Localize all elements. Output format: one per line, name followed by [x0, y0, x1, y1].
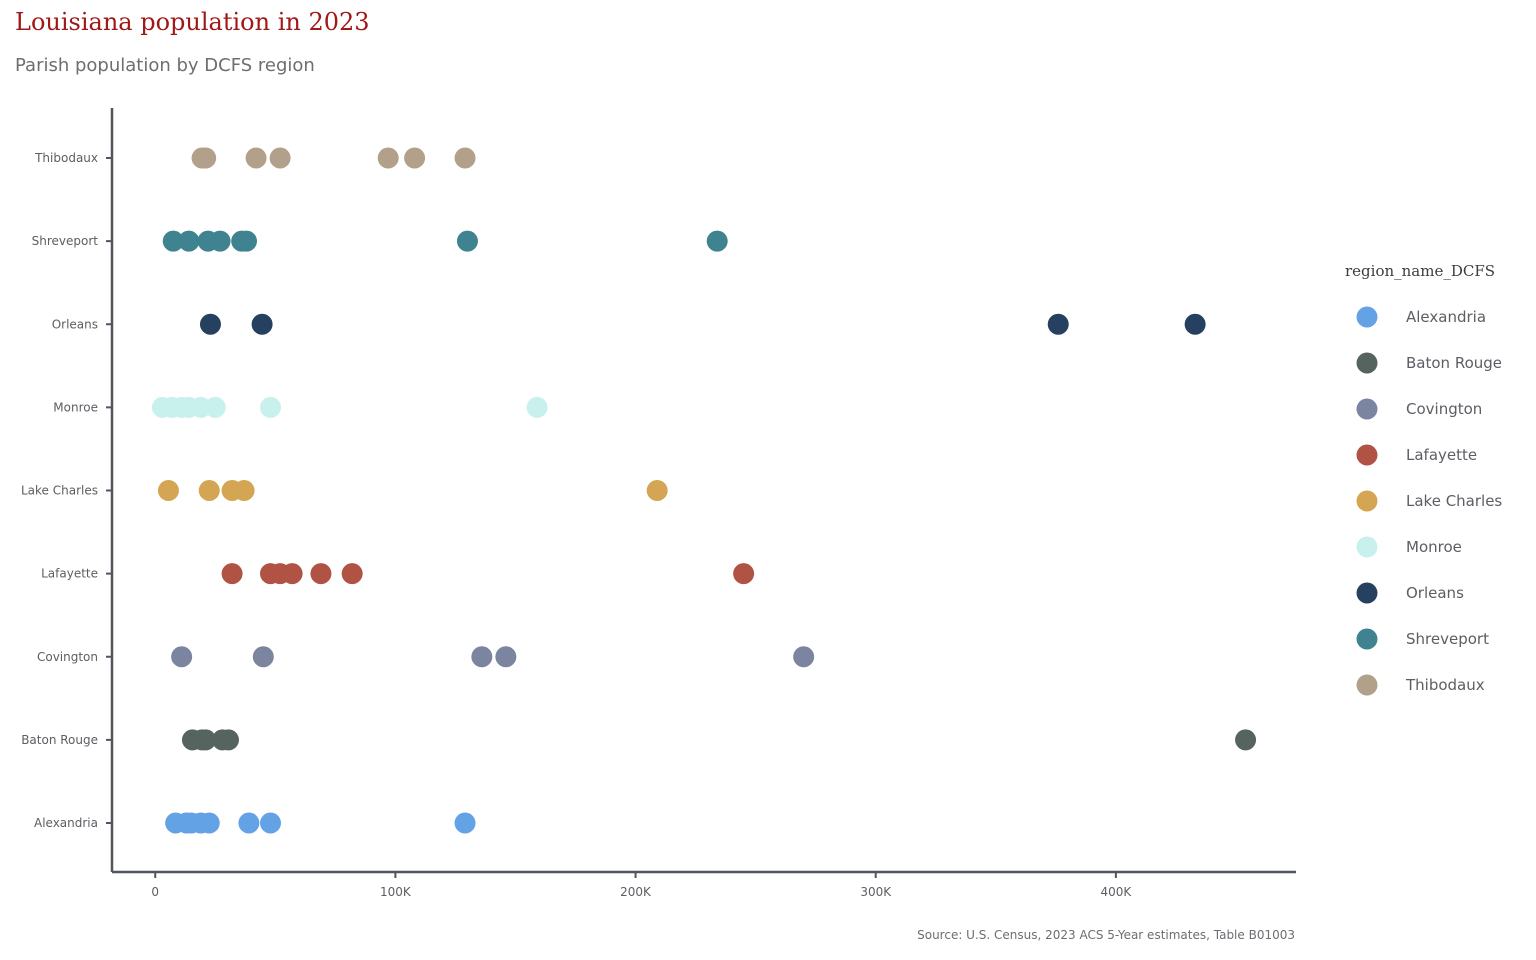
y-tick-label: Alexandria: [34, 816, 98, 830]
data-point: [310, 563, 332, 585]
data-point: [1235, 729, 1257, 751]
data-point: [404, 147, 426, 169]
x-tick-label: 200K: [620, 885, 652, 899]
y-tick-label: Shreveport: [32, 234, 99, 248]
legend-key: [1356, 490, 1378, 512]
x-tick-label: 400K: [1100, 885, 1132, 899]
data-point: [195, 729, 217, 751]
legend-key: [1356, 398, 1378, 420]
axes: Alexandria Baton Rouge Covington Lafayette L…: [21, 108, 1296, 899]
data-point: [209, 230, 231, 252]
data-point: [171, 646, 193, 668]
data-point: [157, 480, 179, 501]
data-point: [198, 812, 220, 834]
data-point: [252, 646, 274, 668]
legend-key: [1356, 628, 1378, 650]
y-tick-label: Monroe: [53, 400, 98, 414]
data-point: [281, 563, 303, 585]
data-point: [162, 230, 184, 252]
data-point: [217, 729, 239, 751]
y-tick-label: Lafayette: [41, 567, 98, 581]
x-tick-label: 0: [151, 885, 159, 899]
legend-key: [1356, 582, 1378, 604]
data-point: [733, 563, 755, 585]
data-point: [454, 812, 476, 834]
legend-key: [1356, 306, 1378, 328]
legend: region_name_DCFS Alexandria Baton Rouge Cov…: [1345, 262, 1502, 696]
chart-caption: Source: U.S. Census, 2023 ACS 5-Year est…: [917, 928, 1295, 942]
chart-title: Louisiana population in 2023: [15, 8, 370, 36]
x-tick-label: 300K: [860, 885, 892, 899]
legend-key: [1356, 444, 1378, 466]
data-point: [471, 646, 493, 668]
y-tick-label: Covington: [37, 650, 98, 664]
data-point: [260, 396, 282, 418]
data-point: [1047, 313, 1069, 335]
y-tick-label: Lake Charles: [21, 484, 98, 498]
data-point: [245, 147, 267, 169]
data-point: [646, 480, 668, 501]
data-point: [260, 812, 282, 834]
data-point: [377, 147, 399, 169]
legend-key: [1356, 536, 1378, 558]
data-point: [1184, 313, 1206, 335]
data-points: [151, 147, 1257, 834]
data-point: [204, 396, 226, 418]
legend-key: [1356, 352, 1378, 374]
data-point: [526, 396, 548, 418]
legend-label: Orleans: [1406, 584, 1464, 602]
chart-subtitle: Parish population by DCFS region: [15, 55, 315, 76]
legend-key: [1356, 674, 1378, 696]
data-point: [195, 147, 217, 169]
x-tick-label: 100K: [380, 885, 412, 899]
data-point: [454, 147, 476, 169]
data-point: [456, 230, 478, 252]
data-point: [198, 480, 220, 501]
data-point: [341, 563, 363, 585]
data-point: [178, 230, 200, 252]
y-tick-label: Baton Rouge: [21, 733, 98, 747]
data-point: [706, 230, 728, 252]
legend-label: Lake Charles: [1406, 492, 1502, 510]
data-point: [233, 480, 255, 501]
legend-label: Baton Rouge: [1406, 354, 1502, 372]
data-point: [269, 147, 291, 169]
y-tick-label: Thibodaux: [34, 151, 98, 165]
legend-label: Covington: [1406, 400, 1482, 418]
legend-label: Monroe: [1406, 538, 1462, 556]
data-point: [235, 230, 257, 252]
data-point: [190, 396, 212, 418]
legend-label: Lafayette: [1406, 446, 1477, 464]
legend-label: Thibodaux: [1405, 676, 1485, 694]
data-point: [495, 646, 517, 668]
legend-label: Alexandria: [1406, 308, 1486, 326]
data-point: [793, 646, 815, 668]
y-tick-label: Orleans: [52, 317, 98, 331]
legend-title: region_name_DCFS: [1345, 262, 1495, 280]
data-point: [238, 812, 260, 834]
legend-label: Shreveport: [1406, 630, 1489, 648]
data-point: [221, 563, 243, 585]
data-point: [199, 313, 221, 335]
data-point: [251, 313, 273, 335]
